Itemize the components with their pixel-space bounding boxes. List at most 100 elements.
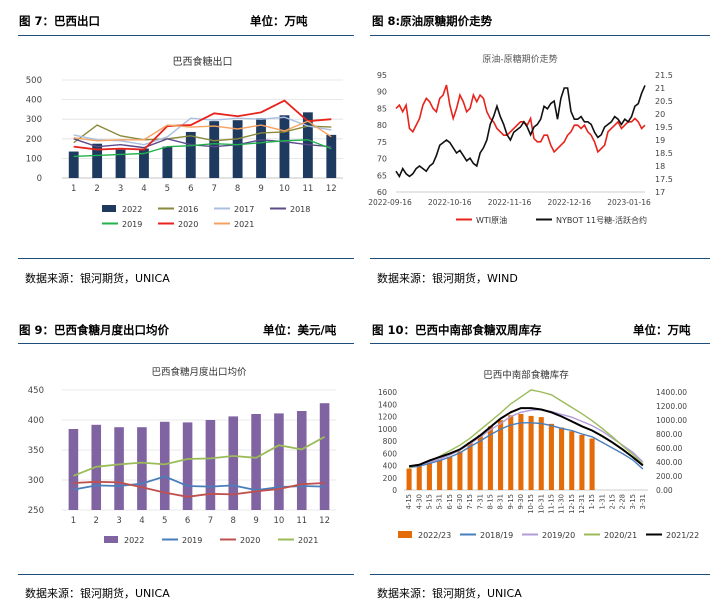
bar: [548, 423, 554, 490]
bar: [182, 422, 193, 510]
x-tick-label: 3-31: [639, 494, 647, 509]
series-line-2016: [73, 124, 332, 144]
divider: [370, 258, 710, 259]
y-tick-label-left: 60: [377, 188, 387, 197]
x-tick-label: 3-15: [629, 494, 637, 509]
series-line-2021: [73, 436, 326, 477]
series-line-2020: [73, 99, 332, 151]
x-tick-label: 11: [302, 184, 313, 194]
x-tick-label: 5-15: [425, 494, 433, 509]
x-tick-label: 6: [185, 516, 190, 526]
legend-label: 2020: [240, 536, 260, 545]
bar: [92, 143, 103, 178]
chart-title: 原油-原糖期价走势: [482, 53, 557, 65]
bar: [579, 434, 585, 490]
chart-oil-sugar-futures: 原油-原糖期价走势 60 65 70 75 80 85 90 95 17 17.5 18 18.5 19 1…: [368, 53, 673, 225]
bar: [406, 468, 412, 490]
bar: [115, 149, 126, 178]
y-tick-label: 400: [28, 416, 44, 426]
panel-unit-fig7: 单位：万吨: [250, 14, 308, 28]
series-line-2019: [73, 139, 332, 158]
y-tick-label: 400: [26, 96, 42, 106]
y-tick-label-left: 600: [383, 449, 398, 458]
legend-label: 2018: [290, 205, 310, 214]
x-tick-label: 11: [296, 516, 307, 526]
bar: [205, 420, 216, 510]
y-tick-label-right: 200.00: [656, 472, 682, 481]
y-tick-label-left: 1200: [378, 413, 397, 422]
source-note-fig9: 数据来源：银河期货，UNICA: [25, 587, 170, 600]
x-tick-label: 2: [94, 184, 99, 194]
bar: [426, 463, 432, 490]
x-tick-label: 9: [258, 184, 263, 194]
y-tick-label-right: 21.5: [655, 71, 673, 80]
x-tick-label: 4-30: [415, 494, 423, 509]
series-line-2020: [73, 480, 325, 498]
x-tick-label: 10-15: [527, 494, 535, 514]
divider: [18, 574, 354, 575]
bar: [589, 438, 595, 490]
x-tick-label: 6-30: [456, 494, 464, 509]
x-tick-label: 6-15: [446, 494, 454, 509]
y-tick-label-left: 95: [377, 71, 387, 80]
x-tick-label: 7-31: [476, 494, 484, 509]
panel-unit-fig9: 单位：美元/吨: [263, 323, 337, 337]
bar: [159, 421, 170, 510]
bar: [162, 146, 173, 178]
series-line-2018: [73, 138, 332, 149]
y-tick-label-right: 18: [655, 162, 665, 171]
y-tick-label-right: 600.00: [656, 444, 682, 453]
y-tick-label-right: 20: [655, 110, 665, 119]
bar: [319, 403, 330, 510]
bar: [68, 151, 79, 178]
x-tick-label: 3: [116, 516, 121, 526]
y-tick-label: 500: [26, 76, 42, 86]
legend-swatch: [104, 536, 118, 543]
y-tick-label: 100: [26, 154, 42, 164]
legend-label: 2017: [234, 205, 254, 214]
bar: [457, 451, 463, 490]
y-tick-label: 450: [28, 386, 44, 396]
y-tick-label-left: 200: [383, 474, 398, 483]
y-tick-label-left: 1400: [378, 400, 397, 409]
x-tick-label: 7: [208, 516, 213, 526]
x-tick-label: 6: [188, 184, 193, 194]
bar: [274, 413, 284, 510]
y-tick-label: 250: [28, 506, 44, 516]
bar: [538, 417, 544, 490]
legend-label: 2019/20: [542, 531, 575, 540]
panel-unit-fig10: 单位：万吨: [633, 323, 691, 337]
x-tick-label: 9-30: [517, 494, 525, 509]
bar: [326, 134, 337, 178]
x-tick-label: 7: [211, 184, 216, 194]
y-tick-label-right: 400.00: [656, 458, 682, 467]
x-tick-label: 1-31: [598, 494, 606, 509]
bar: [569, 431, 575, 490]
x-tick-label: 9-15: [507, 494, 515, 509]
bar: [256, 118, 266, 178]
x-tick-label: 10-31: [537, 494, 545, 514]
y-tick-label-left: 400: [383, 462, 398, 471]
bar: [185, 131, 196, 178]
y-tick-label-left: 1600: [378, 388, 397, 397]
bar: [528, 415, 534, 490]
divider: [370, 343, 710, 344]
y-tick-label: 200: [26, 135, 42, 145]
source-note-fig7: 数据来源：银河期货，UNICA: [25, 272, 170, 285]
y-tick-label-left: 90: [377, 88, 387, 97]
x-tick-label: 5-31: [436, 494, 444, 509]
source-note-fig10: 数据来源：银河期货，UNICA: [377, 587, 522, 600]
x-tick-label: 8-15: [486, 494, 494, 509]
divider: [18, 343, 354, 344]
x-tick-label: 2022-10-16: [428, 198, 472, 207]
bar: [487, 426, 493, 490]
y-tick-label-left: 85: [377, 104, 387, 113]
legend-swatch: [102, 205, 116, 212]
x-tick-label: 11-30: [558, 494, 566, 514]
chart-title: 巴西食糖出口: [173, 55, 233, 68]
y-tick-label-right: 1400.00: [656, 388, 687, 397]
legend-label: 2020/21: [604, 531, 637, 540]
bar: [559, 427, 565, 490]
series-line-right: [395, 85, 646, 179]
